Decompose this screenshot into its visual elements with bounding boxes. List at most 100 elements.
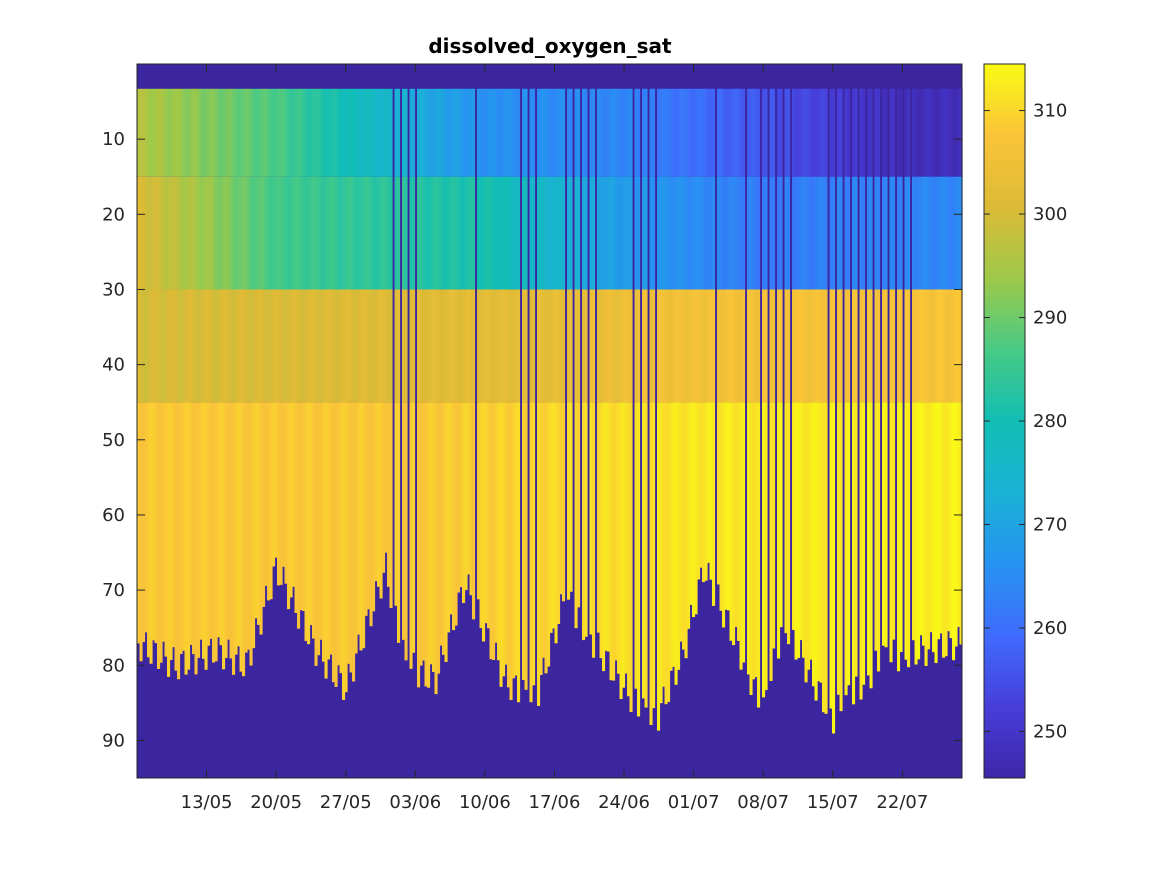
heatmap-cell [859, 402, 863, 700]
heatmap-cell [364, 289, 368, 403]
heatmap-cell [914, 88, 918, 177]
heatmap-cell [609, 176, 613, 290]
heatmap-cell [372, 289, 376, 403]
heatmap-cell [217, 289, 221, 403]
heatmap-cell [544, 402, 548, 674]
heatmap-cell [312, 88, 316, 177]
heatmap-cell [344, 88, 348, 177]
heatmap-cell [314, 176, 318, 290]
heatmap-cell [729, 88, 733, 177]
heatmap-cell [219, 402, 223, 646]
heatmap-cell [624, 88, 628, 177]
heatmap-cell [479, 402, 483, 629]
heatmap-cell [777, 402, 781, 659]
heatmap-cell [794, 88, 798, 177]
x-tick-label: 20/05 [250, 792, 302, 813]
heatmap-cell [729, 402, 733, 641]
heatmap-cell [577, 289, 581, 403]
heatmap-cell [814, 88, 818, 177]
heatmap-cell [469, 402, 473, 596]
x-tick-label: 13/05 [181, 792, 233, 813]
heatmap-cell [464, 176, 468, 290]
heatmap-cell [197, 88, 201, 177]
heatmap-cell [662, 289, 666, 403]
heatmap-cell [329, 176, 333, 290]
heatmap-cell [174, 88, 178, 177]
heatmap-cell [577, 88, 581, 177]
heatmap-cell [509, 289, 513, 403]
heatmap-cell [597, 88, 601, 177]
heatmap-cell [602, 402, 606, 672]
heatmap-cell [367, 402, 371, 610]
heatmap-cell [509, 88, 513, 177]
heatmap-cell [574, 402, 578, 629]
heatmap-cell [812, 402, 816, 687]
heatmap-cell [169, 402, 173, 661]
heatmap-cell [692, 88, 696, 177]
heatmap-cell [847, 176, 851, 290]
heatmap-cell [247, 176, 251, 290]
heatmap-cell [524, 88, 528, 177]
heatmap-cell [424, 176, 428, 290]
heatmap-cell [832, 88, 836, 177]
heatmap-cell [402, 88, 406, 177]
heatmap-cell [332, 402, 336, 683]
heatmap-cell [214, 402, 218, 662]
heatmap-cell [532, 176, 536, 290]
heatmap-cell [867, 176, 871, 290]
heatmap-cell [229, 289, 233, 403]
heatmap-cell [319, 88, 323, 177]
heatmap-cell [359, 88, 363, 177]
heatmap-cell [429, 289, 433, 403]
heatmap-cell [619, 176, 623, 290]
heatmap-cell [202, 402, 206, 659]
heatmap-cell [859, 88, 863, 177]
heatmap-cell [432, 176, 436, 290]
heatmap-cell [522, 88, 526, 177]
heatmap-cell [934, 176, 938, 290]
heatmap-cell [422, 88, 426, 177]
heatmap-cell [494, 402, 498, 643]
heatmap-cell [314, 88, 318, 177]
heatmap-cell [637, 176, 641, 290]
heatmap-cell [437, 402, 441, 674]
heatmap-cell [154, 402, 158, 644]
heatmap-cell [147, 88, 151, 177]
heatmap-cell [327, 176, 331, 290]
heatmap-cell [817, 176, 821, 290]
heatmap-cell [629, 176, 633, 290]
heatmap-cell [669, 176, 673, 290]
heatmap-cell [219, 88, 223, 177]
heatmap-cell [319, 289, 323, 403]
heatmap-cell [337, 176, 341, 290]
heatmap-cell [934, 289, 938, 403]
heatmap-cell [604, 176, 608, 290]
heatmap-cell [184, 289, 188, 403]
heatmap-cell [707, 88, 711, 177]
heatmap-cell [324, 289, 328, 403]
heatmap-cell [324, 176, 328, 290]
heatmap-cell [557, 88, 561, 177]
heatmap-cell [589, 176, 593, 290]
heatmap-cell [269, 402, 273, 600]
heatmap-cell [374, 176, 378, 290]
heatmap-cell [539, 176, 543, 290]
heatmap-cell [204, 88, 208, 177]
heatmap-cell [349, 402, 353, 673]
heatmap-cell [959, 402, 963, 645]
heatmap-cell [524, 289, 528, 403]
heatmap-cell [497, 176, 501, 290]
heatmap-cell [917, 176, 921, 290]
heatmap-cell [954, 402, 958, 647]
heatmap-cell [929, 289, 933, 403]
heatmap-cell [484, 402, 488, 624]
heatmap-cell [264, 289, 268, 403]
heatmap-cell [669, 402, 673, 671]
heatmap-cell [589, 88, 593, 177]
heatmap-cell [584, 88, 588, 177]
heatmap-cell [377, 289, 381, 403]
heatmap-cell [882, 402, 886, 646]
heatmap-cell [279, 176, 283, 290]
heatmap-cell [707, 289, 711, 403]
heatmap-cell [554, 289, 558, 403]
